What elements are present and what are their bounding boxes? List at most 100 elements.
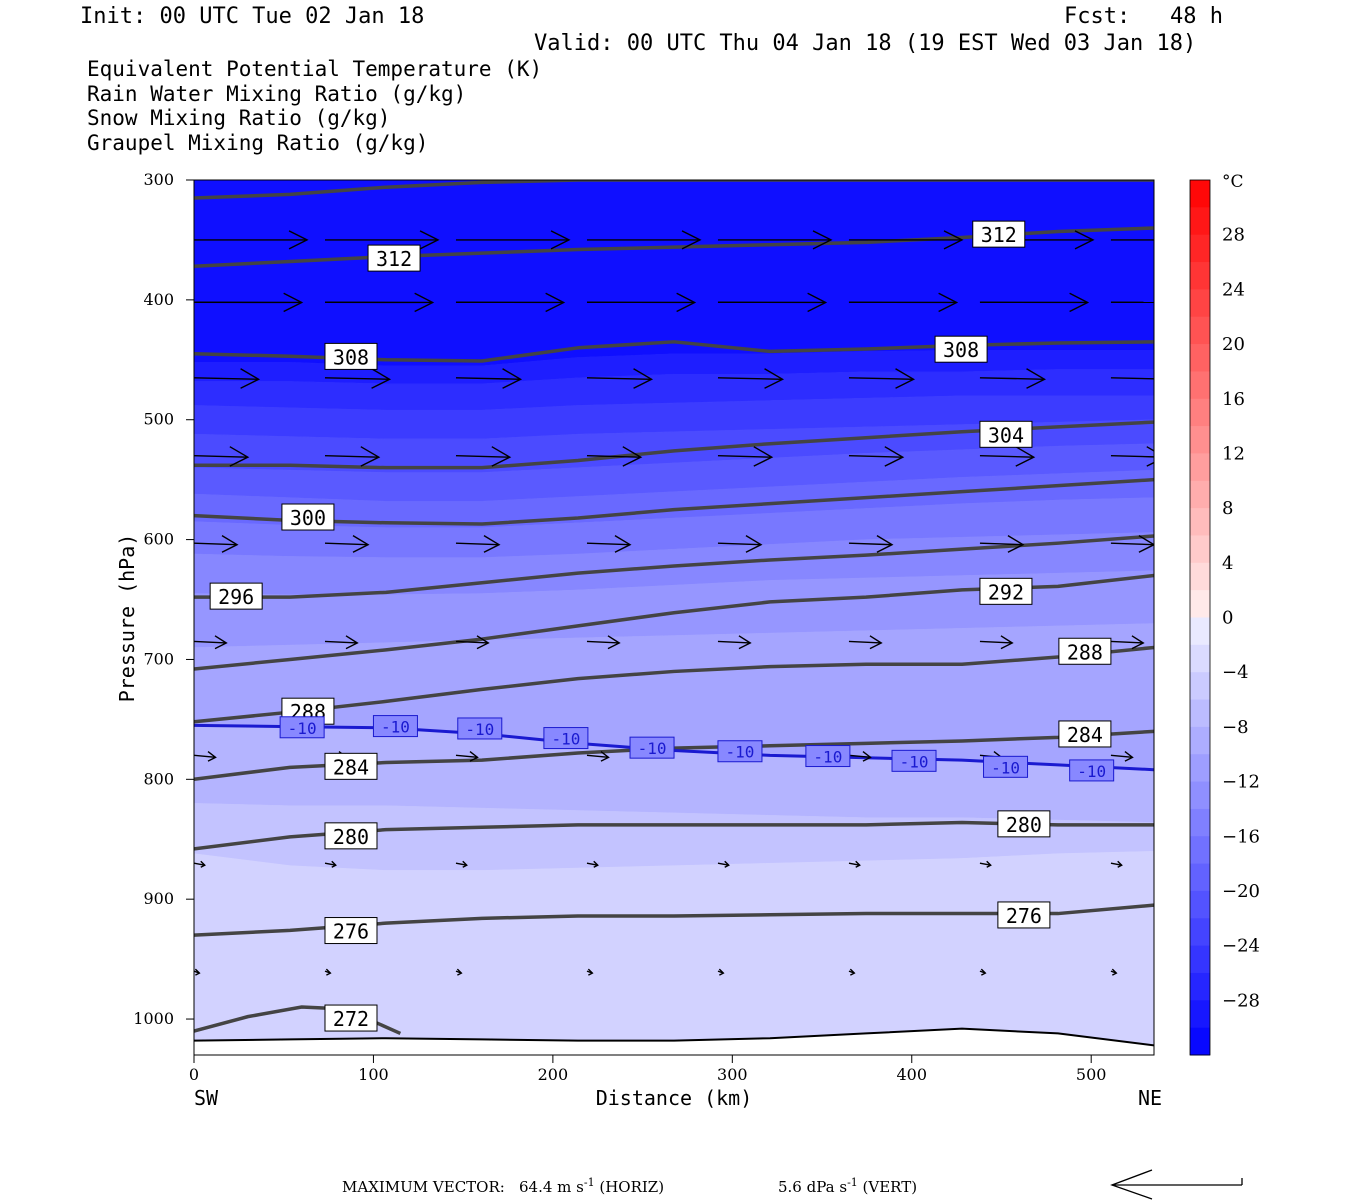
colorbar-bin (1190, 289, 1210, 318)
wind-vector (586, 860, 599, 868)
wind-vector (586, 635, 621, 650)
theta-e-label: 272 (324, 1004, 378, 1032)
x-tick-label: 100 (358, 1065, 389, 1084)
y-tick-label: 900 (143, 889, 174, 908)
theta-e-label: 276 (324, 917, 378, 945)
horiz-vector-value: 64.4 m s-1 (HORIZ) (519, 1176, 664, 1196)
svg-text:280: 280 (1006, 813, 1042, 837)
colorbar-label: −24 (1222, 936, 1260, 957)
wind-vector (717, 635, 752, 650)
wind-vector (1110, 377, 1154, 380)
reference-vector-icon (1110, 1169, 1243, 1200)
colorbar-bin (1190, 344, 1210, 372)
colorbar-label: 0 (1222, 608, 1233, 629)
colorbar-bin (1190, 1000, 1210, 1029)
svg-text:312: 312 (376, 247, 412, 271)
colorbar-bin (1190, 262, 1210, 290)
wind-vector (455, 292, 566, 313)
colorbar-label: −4 (1222, 662, 1249, 683)
isotherm-label: -10 (891, 749, 937, 772)
wind-vector (979, 446, 1036, 467)
wind-vector (586, 368, 654, 389)
svg-text:280: 280 (333, 825, 369, 849)
colorbar-label: 28 (1222, 225, 1245, 246)
footer: MAXIMUM VECTOR: 64.4 m s-1 (HORIZ) 5.6 d… (342, 1176, 917, 1196)
wind-vectors (194, 230, 1154, 976)
wind-vector (455, 635, 490, 650)
colorbar-label: 4 (1222, 553, 1233, 574)
wind-vector (717, 368, 785, 389)
max-vector-label: MAXIMUM VECTOR: (342, 1178, 505, 1196)
wind-vector (717, 292, 828, 313)
wind-vector (848, 230, 964, 250)
wind-vector (848, 860, 861, 868)
svg-text:296: 296 (218, 585, 254, 609)
wind-vector (194, 535, 239, 553)
isotherm-label: -10 (543, 727, 589, 750)
colorbar-bin (1190, 617, 1210, 646)
wind-vector (1110, 751, 1134, 762)
wind-vector (194, 968, 201, 976)
colorbar-bin (1190, 562, 1210, 591)
wind-vector (455, 368, 523, 389)
svg-text:308: 308 (333, 345, 369, 369)
colorbar-bin (1190, 672, 1210, 701)
svg-text:-10: -10 (288, 719, 317, 738)
svg-text:304: 304 (988, 423, 1024, 447)
colorbar-bin (1190, 234, 1210, 263)
wind-vector (586, 446, 643, 467)
theta-e-288 (194, 645, 1154, 724)
wind-vector (324, 446, 381, 467)
temp-band--30 (194, 180, 1154, 367)
init-time: Init: 00 UTC Tue 02 Jan 18 (80, 4, 425, 29)
colorbar-bin (1190, 754, 1210, 783)
colorbar-label: −16 (1222, 826, 1260, 847)
colorbar-bin (1190, 890, 1210, 919)
colorbar-label: 12 (1222, 443, 1245, 464)
theta-e-label: 312 (972, 220, 1026, 248)
theta-e-label: 280 (324, 822, 378, 850)
wind-vector (848, 635, 883, 650)
theta-e-label: 308 (324, 342, 378, 370)
wind-vector (848, 446, 905, 467)
x-tick-label: 0 (189, 1065, 199, 1084)
isotherm-label: -10 (717, 740, 763, 763)
wind-vector (194, 368, 261, 389)
x-tick-label: 300 (717, 1065, 748, 1084)
vert-vector-value: 5.6 dPa s-1 (VERT) (778, 1176, 917, 1196)
svg-text:308: 308 (943, 338, 979, 362)
wind-vector (194, 860, 206, 868)
theta-e-contours (194, 180, 1154, 1036)
wind-vector (194, 751, 217, 762)
y-tick-label: 300 (143, 170, 174, 189)
theta-e-label: 296 (209, 582, 263, 610)
svg-text:-10: -10 (900, 752, 929, 771)
svg-text:-10: -10 (1077, 762, 1106, 781)
colorbar-bin (1190, 808, 1210, 837)
wind-vector (979, 860, 992, 868)
colorbar-bin (1190, 863, 1210, 892)
theta-e-label: 300 (281, 503, 335, 531)
wind-vector (324, 535, 370, 553)
svg-text:-10: -10 (551, 730, 580, 749)
svg-text:300: 300 (290, 506, 326, 530)
colorbar-bin (1190, 398, 1210, 427)
wind-vector (848, 968, 856, 976)
svg-text:312: 312 (981, 223, 1017, 247)
svg-text:288: 288 (1067, 640, 1103, 664)
colorbar-bin (1190, 836, 1210, 865)
isotherm-labels: -10 -10 -10 -10 -10 -10 -10 -10 -10 -10 (279, 715, 1115, 782)
wind-vector (848, 535, 894, 553)
colorbar-bin (1190, 590, 1210, 618)
colorbar-bin (1190, 508, 1210, 536)
wind-vector (324, 292, 435, 313)
colorbar-label: −20 (1222, 881, 1260, 902)
axes: 0 100 200 300 400 500 300 400 500 600 700 800 900 100… (133, 170, 1106, 1084)
colorbar-bin (1190, 371, 1210, 400)
wind-vector (324, 368, 392, 389)
y-tick-label: 400 (143, 290, 174, 309)
wind-vector (1110, 968, 1118, 976)
wind-vector (455, 968, 463, 976)
